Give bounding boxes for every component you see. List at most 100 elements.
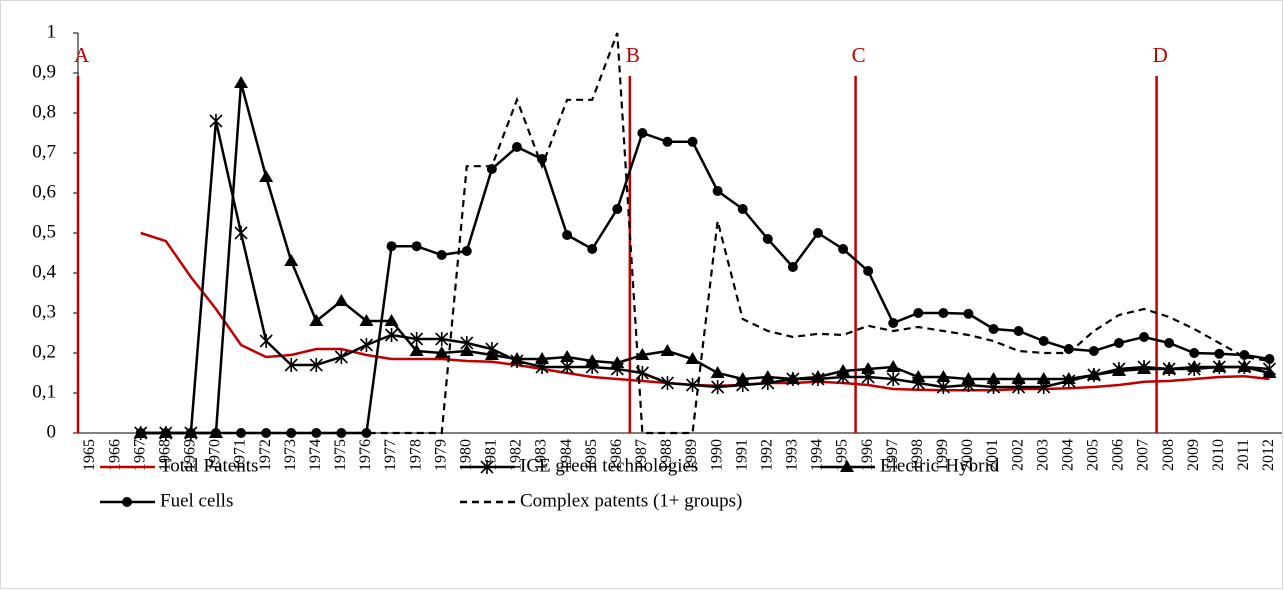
- x-tick-label: 2008: [1160, 439, 1177, 471]
- point-marker: [936, 380, 950, 394]
- x-tick-label: 1996: [859, 439, 876, 471]
- point-marker: [936, 370, 951, 382]
- x-tick-label: 2006: [1110, 439, 1127, 471]
- x-tick-label: 1986: [608, 439, 625, 471]
- point-marker: [359, 314, 374, 326]
- legend-label: Complex patents (1+ groups): [520, 490, 742, 511]
- point-marker: [384, 314, 399, 326]
- legend-marker: [480, 460, 494, 474]
- x-tick-label: 1984: [558, 439, 575, 471]
- y-tick-label: 1: [47, 21, 57, 42]
- point-marker: [259, 170, 274, 182]
- point-marker: [361, 428, 372, 438]
- x-tick-label: 2005: [1085, 439, 1102, 471]
- point-marker: [711, 380, 725, 394]
- annotation-label: C: [852, 43, 866, 67]
- y-tick-label: 0,2: [32, 341, 56, 362]
- x-tick-label: 1973: [282, 439, 299, 471]
- point-marker: [386, 241, 397, 252]
- x-tick-label: 1966: [106, 439, 123, 471]
- point-marker: [459, 344, 474, 356]
- x-tick-label: 1976: [357, 439, 374, 471]
- x-tick-label: 1993: [784, 439, 801, 471]
- point-marker: [309, 314, 324, 326]
- point-marker: [1162, 362, 1177, 374]
- x-tick-label: 2000: [959, 439, 976, 471]
- point-marker: [359, 338, 374, 352]
- point-marker: [409, 344, 424, 356]
- point-marker: [234, 226, 248, 240]
- point-marker: [484, 348, 499, 360]
- x-tick-label: 1969: [182, 439, 199, 471]
- point-marker: [334, 294, 349, 306]
- point-marker: [410, 332, 424, 346]
- point-marker: [311, 428, 322, 438]
- point-marker: [762, 234, 773, 244]
- point-marker: [812, 228, 823, 238]
- point-marker: [436, 250, 447, 260]
- point-marker: [435, 332, 449, 346]
- point-marker: [1111, 364, 1126, 376]
- legend-label: Fuel cells: [160, 490, 233, 511]
- point-marker: [760, 370, 775, 382]
- legend-label: ICE green technologies: [520, 455, 698, 476]
- point-marker: [986, 372, 1001, 384]
- point-marker: [309, 358, 323, 372]
- annotation-label: A: [74, 43, 90, 67]
- point-marker: [610, 356, 625, 368]
- point-marker: [585, 354, 600, 366]
- point-marker: [1036, 372, 1051, 384]
- point-marker: [1011, 372, 1026, 384]
- point-marker: [612, 204, 623, 214]
- point-marker: [988, 324, 999, 334]
- point-marker: [1262, 366, 1277, 378]
- point-marker: [1061, 372, 1076, 384]
- x-tick-label: 1988: [658, 439, 675, 471]
- point-marker: [336, 428, 347, 438]
- x-tick-label: 2004: [1059, 439, 1076, 471]
- point-marker: [1189, 348, 1200, 358]
- x-tick-label: 1987: [633, 439, 650, 471]
- x-tick-label: 1997: [884, 439, 901, 471]
- point-marker: [635, 348, 650, 360]
- point-marker: [560, 350, 575, 362]
- x-tick-label: 1968: [156, 439, 173, 471]
- legend-label: Electric-Hybrid: [880, 455, 1000, 476]
- series-line: [140, 82, 1270, 435]
- y-tick-label: 0,6: [32, 181, 56, 202]
- x-tick-label: 1979: [432, 439, 449, 471]
- point-marker: [1113, 338, 1124, 348]
- point-marker: [1088, 346, 1099, 356]
- point-marker: [587, 244, 598, 254]
- point-marker: [660, 376, 675, 390]
- series-line: [140, 32, 1270, 435]
- point-marker: [785, 372, 800, 384]
- y-tick-label: 0,7: [32, 141, 56, 162]
- point-marker: [1137, 362, 1152, 374]
- y-tick-label: 0: [47, 421, 57, 442]
- point-marker: [810, 370, 825, 382]
- x-tick-label: 1972: [257, 439, 274, 471]
- x-tick-label: 1975: [332, 439, 349, 471]
- x-tick-label: 2002: [1009, 439, 1026, 471]
- point-marker: [735, 372, 750, 384]
- x-tick-label: 1965: [81, 439, 98, 471]
- x-tick-label: 2010: [1210, 439, 1227, 471]
- x-tick-label: 1971: [232, 439, 249, 471]
- x-tick-label: 1989: [683, 439, 700, 471]
- y-tick-label: 0,5: [32, 221, 56, 242]
- point-marker: [284, 358, 298, 372]
- x-tick-label: 2009: [1185, 439, 1202, 471]
- point-marker: [938, 308, 949, 318]
- point-marker: [913, 308, 924, 318]
- point-marker: [1214, 348, 1225, 359]
- x-tick-label: 2003: [1034, 439, 1051, 471]
- point-marker: [411, 241, 422, 252]
- point-marker: [687, 136, 698, 147]
- point-marker: [712, 186, 723, 196]
- point-marker: [234, 76, 249, 88]
- y-tick-label: 0,3: [32, 301, 56, 322]
- y-tick-label: 0,8: [32, 101, 56, 122]
